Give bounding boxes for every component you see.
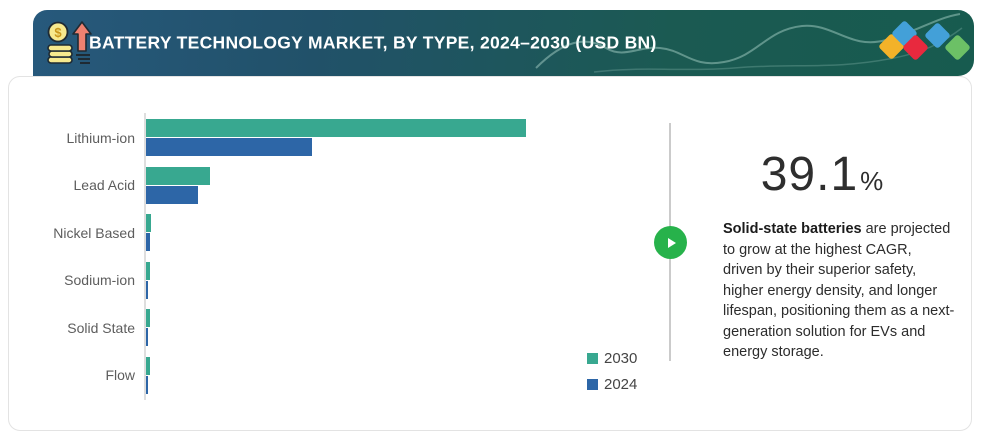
bar-2024-lead-acid <box>146 185 199 204</box>
money-growth-icon: $ <box>47 21 92 64</box>
chart-row-nickel-based: Nickel Based <box>9 209 667 257</box>
cagr-unit: % <box>860 166 884 196</box>
category-label: Sodium-ion <box>64 272 135 289</box>
bar-2024-solid-state <box>146 328 148 346</box>
chart-row-lithium-ion: Lithium-ion <box>9 114 667 162</box>
category-label: Nickel Based <box>53 224 135 241</box>
header-banner: $ BATTERY TECHNOLOGY MARKET, BY TYPE, 20… <box>33 10 974 76</box>
category-label: Solid State <box>67 319 135 336</box>
insight-lead: Solid-state batteries <box>723 221 862 237</box>
svg-text:$: $ <box>54 25 62 40</box>
insight-paragraph: Solid-state batteries are projected to g… <box>723 219 955 363</box>
bar-2030-sodium-ion <box>146 261 150 280</box>
play-button[interactable] <box>654 226 687 259</box>
chart-rows: Lithium-ion Lead Acid Nickel Based Sodium-i… <box>9 114 667 399</box>
category-label: Lead Acid <box>73 177 136 194</box>
bar-2030-solid-state <box>146 309 150 327</box>
bar-2024-lithium-ion <box>146 138 313 156</box>
chart-legend: 2030 2024 <box>587 345 637 397</box>
bar-2024-sodium-ion <box>146 280 148 299</box>
legend-item-2024: 2024 <box>587 371 637 397</box>
legend-label: 2030 <box>604 349 638 367</box>
chart-card: Lithium-ion Lead Acid Nickel Based Sodium-i… <box>8 76 972 431</box>
insight-body: are projected to grow at the highest CAG… <box>723 221 955 360</box>
y-axis-line <box>144 113 146 400</box>
chart-row-flow: Flow <box>9 352 667 400</box>
category-label: Flow <box>105 367 135 384</box>
legend-label: 2024 <box>604 375 638 393</box>
legend-swatch-icon <box>587 378 598 390</box>
chart-row-sodium-ion: Sodium-ion <box>9 257 667 305</box>
play-icon <box>667 237 676 248</box>
bar-2030-lithium-ion <box>146 119 526 137</box>
legend-item-2030: 2030 <box>587 345 637 371</box>
cagr-value: 39.1 <box>760 148 859 201</box>
chart-row-solid-state: Solid State <box>9 304 667 352</box>
legend-swatch-icon <box>587 352 598 364</box>
bar-2030-flow <box>146 356 150 375</box>
bar-2024-flow <box>146 375 148 394</box>
category-label: Lithium-ion <box>66 129 135 146</box>
bar-2030-nickel-based <box>146 214 152 232</box>
bar-2024-nickel-based <box>146 233 151 251</box>
cagr-stat: 39.1% <box>669 147 975 202</box>
chart-row-lead-acid: Lead Acid <box>9 162 667 210</box>
page-title: BATTERY TECHNOLOGY MARKET, BY TYPE, 2024… <box>89 32 657 53</box>
bar-2030-lead-acid <box>146 166 210 185</box>
